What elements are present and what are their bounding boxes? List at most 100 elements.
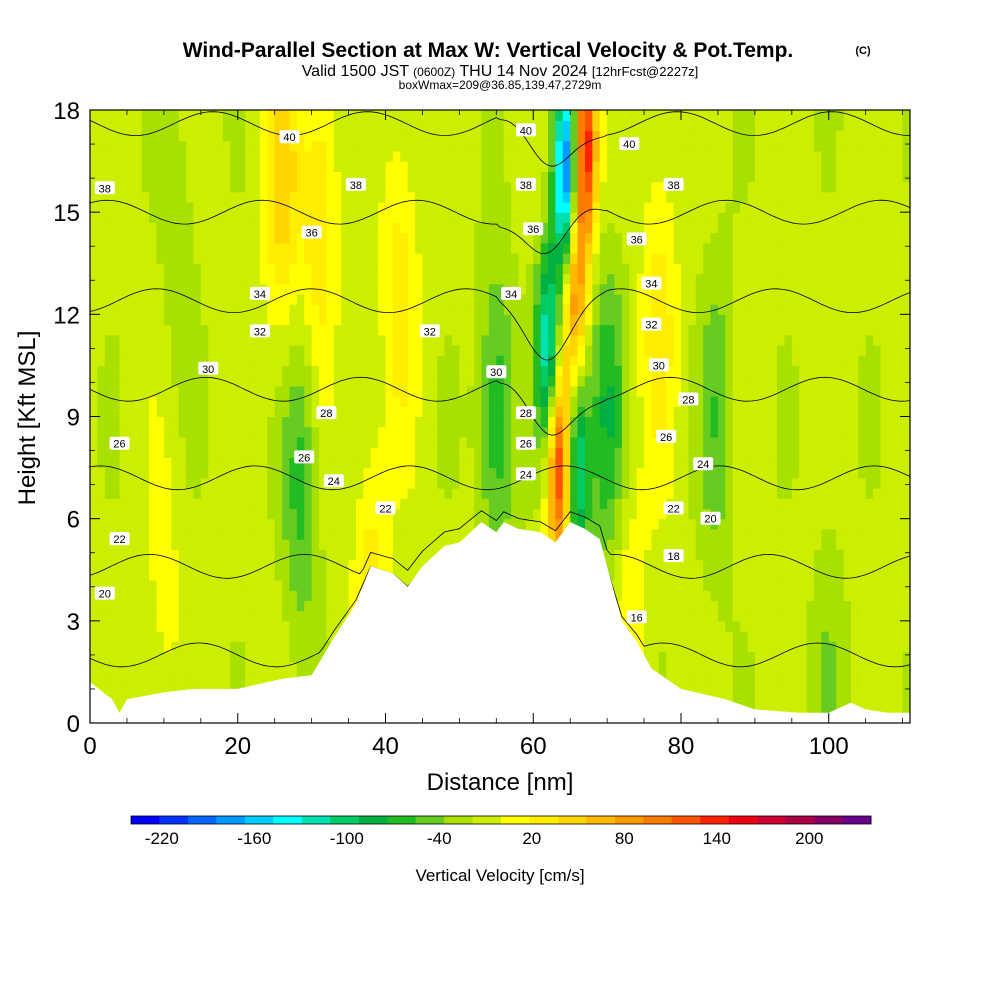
velocity-cell — [274, 324, 283, 336]
velocity-cell — [607, 375, 616, 387]
velocity-cell — [245, 406, 254, 418]
velocity-cell — [740, 314, 749, 326]
velocity-cell — [584, 436, 593, 448]
velocity-cell — [850, 508, 859, 520]
velocity-cell — [614, 416, 623, 428]
velocity-cell — [451, 436, 460, 448]
velocity-cell — [548, 406, 557, 418]
velocity-cell — [747, 579, 756, 591]
velocity-cell — [156, 273, 165, 285]
velocity-cell — [444, 406, 453, 418]
velocity-cell — [710, 559, 719, 571]
velocity-cell — [710, 539, 719, 550]
velocity-cell — [245, 579, 254, 591]
velocity-cell — [289, 304, 298, 315]
velocity-cell — [466, 396, 475, 407]
velocity-cell — [134, 590, 143, 601]
velocity-cell — [289, 447, 298, 458]
velocity-cell — [747, 610, 756, 622]
velocity-cell — [378, 334, 387, 346]
velocity-cell — [680, 488, 689, 499]
velocity-cell — [178, 477, 187, 489]
velocity-cell — [112, 692, 121, 704]
subtitle-run: [12hrFcst@2227z] — [592, 64, 698, 79]
velocity-cell — [141, 508, 150, 520]
velocity-cell — [407, 324, 416, 336]
velocity-cell — [392, 365, 401, 377]
velocity-cell — [836, 365, 845, 377]
velocity-cell — [754, 539, 763, 550]
velocity-cell — [518, 426, 527, 438]
velocity-cell — [252, 304, 261, 315]
velocity-cell — [614, 344, 623, 356]
velocity-cell — [658, 549, 667, 561]
velocity-cell — [178, 447, 187, 458]
velocity-cell — [865, 600, 874, 612]
velocity-cell — [274, 365, 283, 377]
velocity-cell — [104, 314, 113, 326]
velocity-cell — [186, 559, 195, 571]
velocity-cell — [503, 365, 512, 377]
velocity-cell — [451, 263, 460, 275]
velocity-cell — [363, 426, 372, 438]
velocity-cell — [710, 375, 719, 387]
velocity-cell — [186, 447, 195, 458]
velocity-cell — [90, 436, 98, 448]
velocity-cell — [407, 436, 416, 448]
velocity-cell — [592, 447, 601, 458]
velocity-cell — [651, 436, 660, 448]
velocity-cell — [97, 324, 106, 336]
velocity-cell — [799, 631, 808, 642]
velocity-cell — [200, 416, 209, 428]
velocity-cell — [607, 457, 616, 469]
velocity-cell — [341, 518, 350, 530]
velocity-cell — [703, 324, 712, 336]
velocity-cell — [289, 365, 298, 377]
velocity-cell — [740, 416, 749, 428]
velocity-cell — [902, 528, 910, 540]
velocity-cell — [740, 549, 749, 561]
velocity-cell — [762, 671, 771, 683]
velocity-cell — [784, 620, 793, 632]
velocity-cell — [178, 641, 187, 653]
velocity-cell — [259, 375, 268, 387]
velocity-cell — [607, 569, 616, 581]
velocity-cell — [880, 467, 889, 479]
velocity-cell — [333, 447, 342, 458]
velocity-cell — [230, 569, 239, 581]
velocity-cell — [496, 355, 505, 367]
velocity-cell — [777, 661, 786, 673]
velocity-cell — [385, 559, 394, 571]
velocity-cell — [762, 375, 771, 387]
velocity-cell — [607, 273, 616, 285]
velocity-cell — [584, 344, 593, 356]
velocity-cell — [799, 263, 808, 275]
velocity-cell — [680, 355, 689, 367]
velocity-cell — [621, 569, 630, 581]
velocity-cell — [304, 304, 313, 315]
velocity-cell — [488, 406, 497, 418]
velocity-cell — [415, 488, 424, 499]
velocity-cell — [754, 702, 763, 714]
velocity-cell — [341, 365, 350, 377]
velocity-cell — [304, 508, 313, 520]
velocity-cell — [725, 447, 734, 458]
velocity-cell — [784, 304, 793, 315]
velocity-cell — [754, 396, 763, 407]
velocity-cell — [548, 334, 557, 346]
velocity-cell — [836, 651, 845, 663]
velocity-cell — [112, 641, 121, 653]
velocity-cell — [791, 324, 800, 336]
velocity-cell — [215, 355, 224, 367]
velocity-cell — [503, 375, 512, 387]
velocity-cell — [688, 324, 697, 336]
velocity-cell — [821, 467, 830, 479]
velocity-cell — [488, 314, 497, 326]
velocity-cell — [267, 620, 276, 632]
velocity-cell — [237, 508, 246, 520]
velocity-cell — [119, 334, 128, 346]
velocity-cell — [126, 661, 135, 673]
velocity-cell — [806, 702, 815, 714]
velocity-cell — [614, 324, 623, 336]
velocity-cell — [451, 416, 460, 428]
